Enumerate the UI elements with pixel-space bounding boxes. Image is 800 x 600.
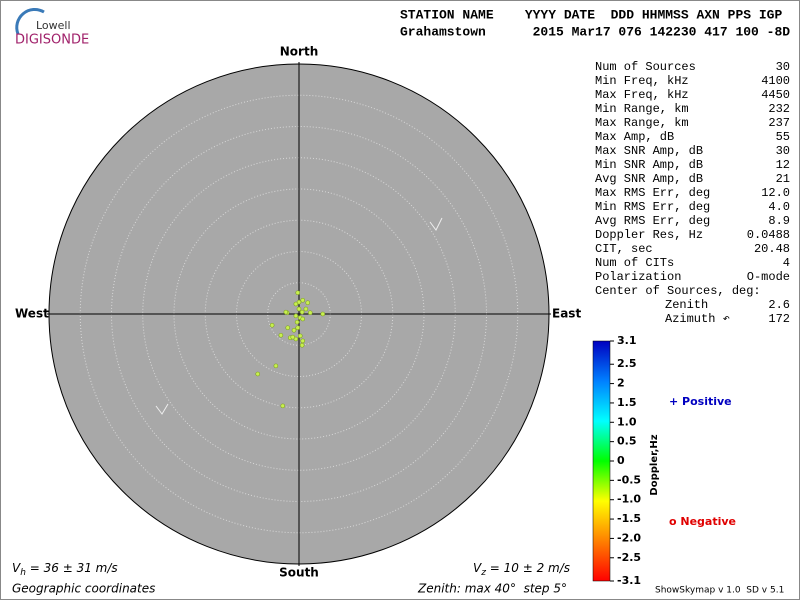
stat-value: 4.0: [768, 200, 790, 214]
stat-value: 8.9: [768, 214, 790, 228]
vz: Vz = 10 ± 2 m/s: [473, 561, 570, 578]
tick-label: 2: [617, 377, 625, 390]
source-point: [285, 325, 291, 331]
stat-value: 30: [776, 60, 790, 74]
stat-label: Max SNR Amp, dB: [595, 144, 703, 158]
source-point: [303, 306, 309, 312]
direction-label: East: [552, 307, 581, 321]
stat-label: Max Freq, kHz: [595, 88, 689, 102]
stat-label: Num of Sources: [595, 60, 696, 74]
stat-label: Azimuth ↶: [665, 312, 730, 326]
marker: [429, 217, 443, 231]
stat-label: Polarization: [595, 270, 681, 284]
source-point: [307, 310, 313, 316]
colorbar-rect: [592, 340, 611, 582]
tick-label: 0.5: [617, 435, 637, 448]
stat-value: 12: [776, 158, 790, 172]
vh: Vh = 36 ± 31 m/s: [12, 561, 118, 578]
source-point: [283, 309, 289, 315]
stat-label: Max Amp, dB: [595, 130, 674, 144]
skymap-plot: North South West East: [15, 45, 581, 580]
stat-value: O-mode: [747, 270, 790, 284]
source-point: [280, 403, 286, 409]
header-line: Grahamstown 2015 Mar17 076 142230 417 10…: [400, 24, 790, 39]
marker: [155, 403, 169, 415]
stat-label: Min SNR Amp, dB: [595, 158, 703, 172]
source-point: [300, 338, 306, 344]
source-point: [278, 332, 284, 338]
stat-value: 12.0: [761, 186, 790, 200]
version: ShowSkymap v 1.0 SD v 5.1: [655, 586, 784, 596]
stat-value: 172: [768, 312, 790, 326]
stat-value: 237: [768, 116, 790, 130]
stat-value: 4450: [761, 88, 790, 102]
source-point: [295, 290, 301, 296]
direction-label: West: [15, 307, 49, 321]
source-point: [300, 297, 306, 303]
source-point: [320, 311, 326, 317]
logo-top: Lowell: [36, 19, 71, 32]
source-point: [305, 300, 311, 306]
source-point: [294, 319, 300, 325]
stat-label: Center of Sources, deg:: [595, 284, 761, 298]
source-point: [269, 322, 275, 328]
header-line: STATION NAME YYYY DATE DDD HHMMSS AXN PP…: [400, 7, 782, 22]
source-point: [300, 316, 306, 322]
colorbar-label: Doppler,Hz: [649, 434, 660, 495]
tick-label: -0.5: [617, 473, 641, 486]
stat-label: Min Range, km: [595, 102, 689, 116]
legend-negative: o Negative: [669, 515, 736, 528]
stat-label: Min RMS Err, deg: [595, 200, 710, 214]
direction-label: North: [280, 45, 318, 59]
source-point: [295, 325, 301, 331]
tick-label: -2.5: [617, 551, 641, 564]
source-point: [273, 363, 279, 369]
stat-value: 30: [776, 144, 790, 158]
stat-value: 55: [776, 130, 790, 144]
tick-label: -1.5: [617, 512, 641, 525]
legend-positive: + Positive: [669, 395, 732, 408]
tick-label: -2.0: [617, 531, 641, 544]
source-point: [297, 333, 303, 339]
tick-label: 1.5: [617, 396, 637, 409]
stat-label: Avg RMS Err, deg: [595, 214, 710, 228]
stat-label: CIT, sec: [595, 242, 653, 256]
tick-label: 2.5: [617, 357, 637, 370]
stats-table: Num of Sources 30 Min Freq, kHz 4100 Max Fre…: [595, 60, 790, 326]
source-point: [255, 371, 261, 377]
stat-label: Doppler Res, Hz: [595, 228, 703, 242]
source-point: [293, 301, 299, 307]
colorbar: 3.1 2.5 2 1.5 1.0 0.5 0 -0.5 -1.0 -1.5 -2.0 -2.5 -3.…: [592, 334, 660, 587]
stat-label: Num of CITs: [595, 256, 674, 270]
source-point: [299, 342, 305, 348]
source-point: [299, 309, 305, 315]
tick-label: -1.0: [617, 493, 641, 506]
logo-swoosh: [15, 7, 45, 35]
stat-label: Avg SNR Amp, dB: [595, 172, 703, 186]
zenith-note: Zenith: max 40° step 5°: [417, 582, 567, 596]
tick-label: 0: [617, 454, 625, 467]
stat-value: 21: [776, 172, 790, 186]
stat-label: Max RMS Err, deg: [595, 186, 710, 200]
stat-label: Min Freq, kHz: [595, 74, 689, 88]
source-point: [290, 334, 296, 340]
tick-label: 1.0: [617, 415, 637, 428]
stat-label: Zenith: [665, 298, 708, 312]
stat-value: 4100: [761, 74, 790, 88]
tick-label: 3.1: [617, 334, 637, 347]
stat-value: 2.6: [768, 298, 790, 312]
stat-value: 20.48: [754, 242, 790, 256]
stat-value: 0.0488: [747, 228, 790, 242]
source-point: [293, 313, 299, 319]
stat-value: 232: [768, 102, 790, 116]
logo-bottom: DIGISONDE: [15, 33, 89, 48]
stat-label: Max Range, km: [595, 116, 689, 130]
source-point: [291, 327, 297, 333]
coords-note: Geographic coordinates: [12, 582, 155, 596]
tick-label: -3.1: [617, 574, 641, 587]
stat-value: 4: [783, 256, 790, 270]
source-point: [296, 306, 302, 312]
direction-label: South: [279, 566, 319, 580]
